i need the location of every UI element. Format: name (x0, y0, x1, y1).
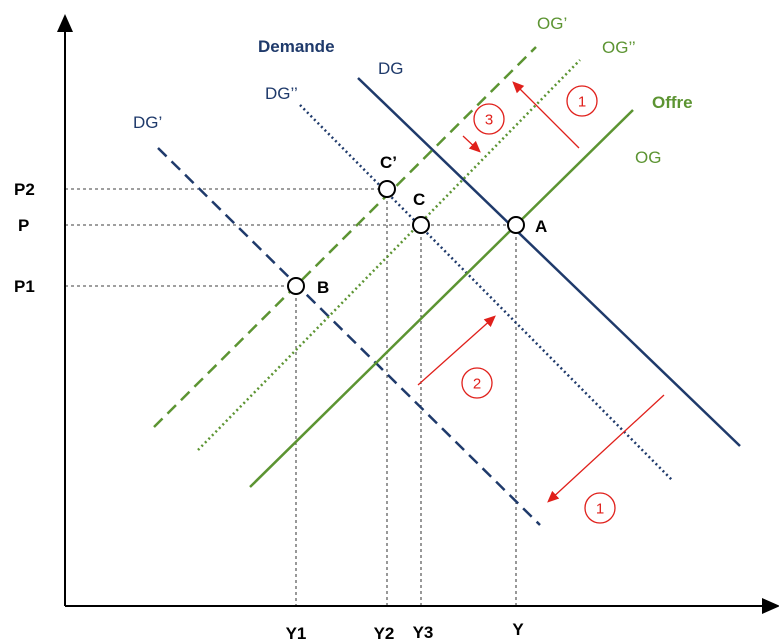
tick-y: Y (512, 620, 524, 639)
step-badge-2: 2 (461, 367, 493, 399)
point-c-marker (412, 216, 430, 234)
dg-label: DG (378, 59, 404, 78)
step-badge-1-top: 1 (566, 85, 598, 117)
tick-p: P (18, 216, 29, 235)
arrow-step-2 (417, 315, 496, 386)
og-prime-label: OG’ (537, 14, 567, 33)
og-label: OG (635, 148, 661, 167)
svg-text:1: 1 (596, 501, 604, 518)
og-curve (249, 109, 634, 488)
dg-double-label: DG’’ (265, 84, 298, 103)
arrow-step-1-bottom (547, 394, 665, 503)
dg-curve (357, 77, 741, 447)
point-a-marker (507, 216, 525, 234)
step-badge-1-bottom: 1 (584, 492, 616, 524)
point-b-marker (287, 277, 305, 295)
tick-y3: Y3 (413, 623, 434, 642)
offre-label: Offre (652, 93, 693, 112)
point-a-label: A (535, 217, 547, 236)
point-c-prime-label: C’ (380, 153, 397, 172)
arrow-step-1-top (512, 81, 580, 149)
svg-text:3: 3 (485, 112, 493, 129)
og-prime-curve (153, 46, 537, 428)
tick-y2: Y2 (374, 624, 395, 643)
tick-p1: P1 (14, 277, 35, 296)
svg-text:1: 1 (578, 94, 586, 111)
dg-prime-label: DG’ (133, 113, 162, 132)
arrow-step-3 (462, 135, 481, 153)
point-b-label: B (317, 278, 329, 297)
tick-y1: Y1 (286, 624, 307, 643)
og-double-curve (197, 59, 581, 451)
dg-double-curve (299, 104, 673, 481)
step-badge-3: 3 (473, 103, 505, 135)
og-double-label: OG’’ (602, 38, 636, 57)
svg-text:2: 2 (473, 376, 481, 393)
point-c-label: C (413, 190, 425, 209)
point-c-prime-marker (378, 180, 396, 198)
demande-label: Demande (258, 37, 335, 56)
tick-p2: P2 (14, 180, 35, 199)
dg-prime-curve (157, 147, 541, 526)
